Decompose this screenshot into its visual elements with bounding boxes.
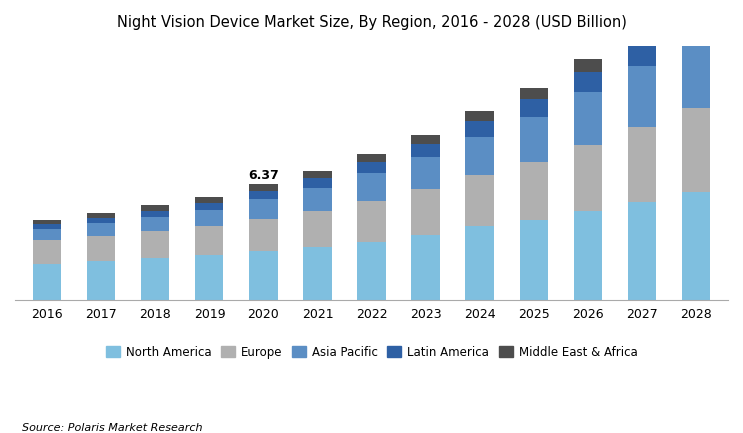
Bar	[357, 162, 386, 173]
Text: 6.37: 6.37	[248, 169, 279, 182]
Bar	[33, 240, 62, 264]
Bar	[628, 28, 655, 43]
Bar	[357, 154, 386, 162]
Bar	[465, 111, 493, 122]
Bar	[195, 255, 224, 300]
Bar	[33, 224, 62, 229]
Bar	[681, 37, 710, 108]
Bar	[250, 199, 278, 219]
Bar	[519, 99, 548, 117]
Bar	[628, 127, 655, 202]
Bar	[465, 226, 493, 300]
Bar	[195, 226, 224, 255]
Bar	[628, 202, 655, 300]
Bar	[465, 137, 493, 175]
Bar	[141, 231, 169, 258]
Bar	[88, 236, 115, 261]
Bar	[574, 59, 602, 72]
Bar	[574, 211, 602, 300]
Bar	[412, 235, 440, 300]
Bar	[574, 72, 602, 92]
Bar	[195, 197, 224, 203]
Title: Night Vision Device Market Size, By Region, 2016 - 2028 (USD Billion): Night Vision Device Market Size, By Regi…	[117, 15, 626, 30]
Bar	[303, 247, 331, 300]
Bar	[681, 108, 710, 192]
Bar	[250, 251, 278, 300]
Bar	[519, 88, 548, 99]
Bar	[33, 220, 62, 224]
Bar	[519, 220, 548, 300]
Bar	[195, 210, 224, 226]
Text: Source: Polaris Market Research: Source: Polaris Market Research	[22, 423, 203, 433]
Bar	[250, 191, 278, 199]
Bar	[141, 217, 169, 231]
Bar	[628, 66, 655, 127]
Bar	[141, 205, 169, 211]
Bar	[88, 261, 115, 300]
Bar	[681, 0, 710, 10]
Bar	[33, 264, 62, 300]
Bar	[88, 218, 115, 223]
Bar	[88, 223, 115, 236]
Bar	[303, 171, 331, 178]
Bar	[357, 201, 386, 242]
Bar	[88, 213, 115, 218]
Bar	[33, 229, 62, 240]
Bar	[628, 43, 655, 66]
Bar	[519, 162, 548, 220]
Bar	[357, 242, 386, 300]
Bar	[681, 10, 710, 37]
Bar	[303, 178, 331, 188]
Bar	[303, 188, 331, 211]
Bar	[195, 203, 224, 210]
Bar	[141, 211, 169, 217]
Bar	[519, 117, 548, 162]
Bar	[141, 258, 169, 300]
Bar	[357, 173, 386, 201]
Bar	[303, 211, 331, 247]
Bar	[574, 92, 602, 145]
Bar	[465, 175, 493, 226]
Bar	[250, 219, 278, 251]
Legend: North America, Europe, Asia Pacific, Latin America, Middle East & Africa: North America, Europe, Asia Pacific, Lat…	[101, 341, 642, 363]
Bar	[412, 157, 440, 189]
Bar	[574, 145, 602, 211]
Bar	[250, 184, 278, 191]
Bar	[681, 192, 710, 300]
Bar	[412, 144, 440, 157]
Bar	[412, 189, 440, 235]
Bar	[465, 122, 493, 137]
Bar	[412, 135, 440, 144]
